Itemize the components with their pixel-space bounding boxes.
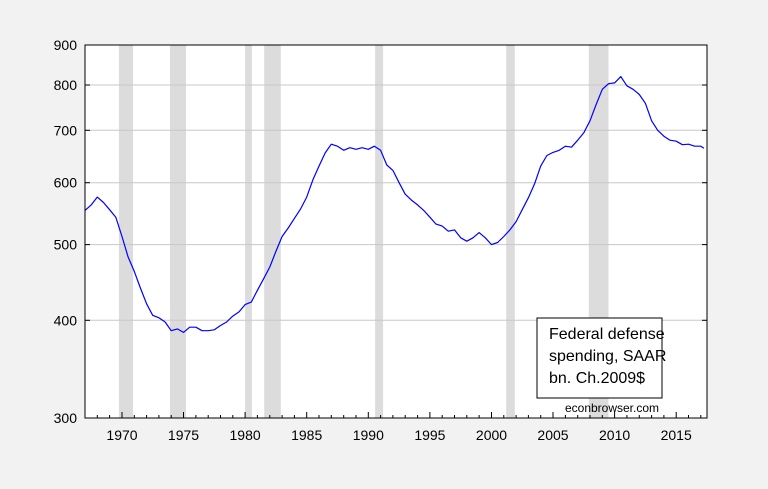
legend-frame — [536, 317, 663, 399]
y-tick-label-400: 400 — [54, 312, 78, 328]
y-tick-label-600: 600 — [54, 175, 78, 191]
series-layer — [84, 75, 705, 333]
x-tick-label-1990: 1990 — [353, 427, 384, 443]
recession-band-4 — [264, 45, 281, 418]
axis-ticks: 300 400 500 600 700 800 900 1970 1975 1980 1985 199… — [54, 37, 707, 443]
recession-band-6 — [506, 45, 515, 418]
series-line-1 — [84, 75, 705, 333]
recession-band-1 — [118, 45, 134, 418]
legend-line-1: Federal defense — [549, 326, 665, 343]
recession-band-5 — [375, 45, 384, 418]
x-tick-label-1995: 1995 — [414, 427, 445, 443]
x-tick-label-2005: 2005 — [537, 427, 568, 443]
source-watermark: econbrowser.com — [565, 401, 659, 415]
x-tick-label-1980: 1980 — [230, 427, 261, 443]
legend-box: Federal defense spending, SAAR bn. Ch.20… — [536, 317, 666, 399]
y-tick-label-500: 500 — [54, 237, 78, 253]
x-tick-label-1970: 1970 — [106, 427, 137, 443]
y-tick-label-300: 300 — [54, 410, 78, 426]
recession-band-2 — [170, 45, 186, 418]
x-tick-label-2010: 2010 — [599, 427, 630, 443]
plot-frame — [84, 44, 708, 419]
legend-line-2: spending, SAAR — [549, 348, 666, 365]
legend-line-3: bn. Ch.2009$ — [549, 370, 645, 387]
y-tick-label-700: 700 — [54, 122, 78, 138]
x-tick-label-2015: 2015 — [661, 427, 692, 443]
recession-band-3 — [245, 45, 252, 418]
x-tick-label-1975: 1975 — [168, 427, 199, 443]
y-tick-label-800: 800 — [54, 77, 78, 93]
y-tick-label-900: 900 — [54, 37, 78, 53]
x-tick-label-2000: 2000 — [476, 427, 507, 443]
x-tick-label-1985: 1985 — [291, 427, 322, 443]
